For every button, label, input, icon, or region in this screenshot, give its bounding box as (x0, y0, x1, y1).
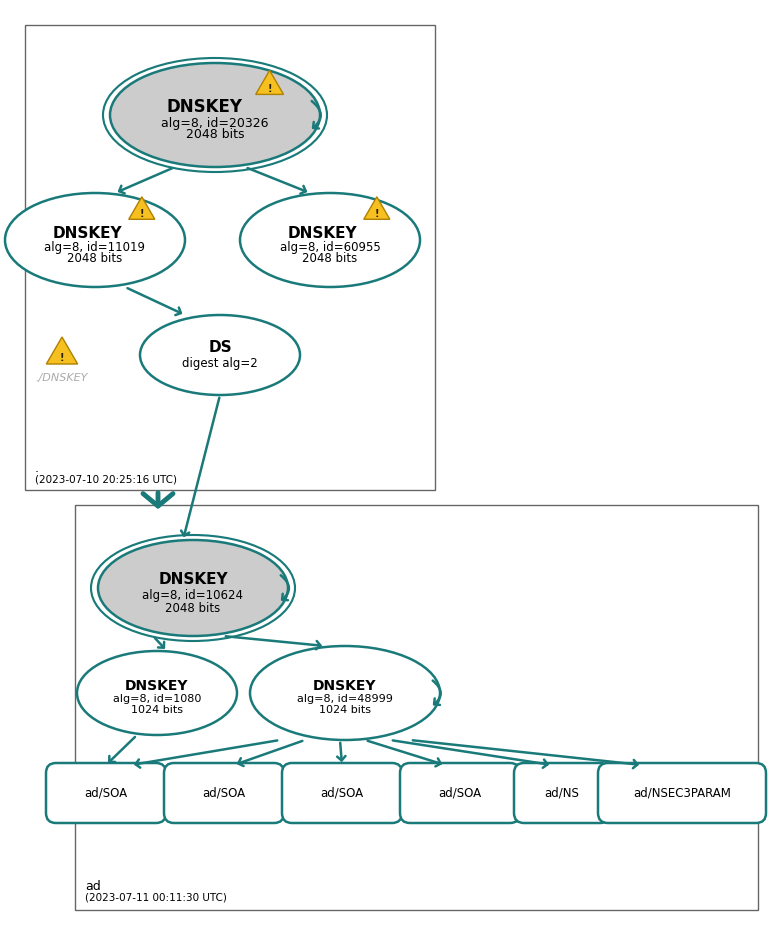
Text: ad/NSEC3PARAM: ad/NSEC3PARAM (633, 786, 731, 800)
Ellipse shape (110, 63, 320, 167)
FancyBboxPatch shape (514, 763, 610, 823)
Text: .: . (35, 462, 39, 475)
Ellipse shape (250, 646, 440, 740)
Ellipse shape (240, 193, 420, 287)
Text: ad/SOA: ad/SOA (438, 786, 482, 800)
Text: 2048 bits: 2048 bits (165, 601, 220, 615)
Ellipse shape (98, 540, 288, 636)
Text: DNSKEY: DNSKEY (314, 679, 377, 693)
Text: ad/SOA: ad/SOA (85, 786, 127, 800)
Text: alg=8, id=20326: alg=8, id=20326 (161, 116, 268, 129)
FancyBboxPatch shape (164, 763, 284, 823)
FancyBboxPatch shape (46, 763, 166, 823)
Ellipse shape (77, 651, 237, 735)
Ellipse shape (140, 315, 300, 395)
Text: DS: DS (208, 340, 232, 355)
FancyBboxPatch shape (598, 763, 766, 823)
Polygon shape (364, 196, 390, 219)
Text: alg=8, id=11019: alg=8, id=11019 (44, 241, 146, 254)
Text: !: ! (60, 353, 64, 362)
Text: alg=8, id=48999: alg=8, id=48999 (297, 694, 393, 704)
Text: 2048 bits: 2048 bits (68, 251, 123, 264)
Polygon shape (255, 71, 283, 94)
Text: !: ! (140, 209, 144, 219)
Polygon shape (129, 196, 155, 219)
Text: alg=8, id=60955: alg=8, id=60955 (279, 241, 380, 254)
Text: DNSKEY: DNSKEY (125, 679, 189, 693)
Text: 1024 bits: 1024 bits (319, 705, 371, 715)
Text: DNSKEY: DNSKEY (52, 226, 122, 241)
Text: digest alg=2: digest alg=2 (182, 357, 258, 369)
Ellipse shape (5, 193, 185, 287)
Text: !: ! (268, 84, 272, 93)
FancyBboxPatch shape (75, 505, 758, 910)
Text: ad/SOA: ad/SOA (320, 786, 364, 800)
Text: !: ! (375, 209, 379, 219)
FancyBboxPatch shape (282, 763, 402, 823)
Text: DNSKEY: DNSKEY (167, 98, 243, 116)
Text: ./DNSKEY: ./DNSKEY (36, 373, 88, 383)
Polygon shape (47, 337, 78, 364)
Text: 1024 bits: 1024 bits (131, 705, 183, 715)
Text: (2023-07-11 00:11:30 UTC): (2023-07-11 00:11:30 UTC) (85, 892, 227, 902)
FancyBboxPatch shape (400, 763, 520, 823)
Text: alg=8, id=1080: alg=8, id=1080 (113, 694, 201, 704)
Text: ad/SOA: ad/SOA (203, 786, 245, 800)
Text: ad/NS: ad/NS (545, 786, 580, 800)
Text: ad: ad (85, 880, 101, 892)
Text: (2023-07-10 20:25:16 UTC): (2023-07-10 20:25:16 UTC) (35, 475, 177, 485)
Text: DNSKEY: DNSKEY (287, 226, 357, 241)
Text: DNSKEY: DNSKEY (158, 572, 228, 587)
Text: 2048 bits: 2048 bits (303, 251, 358, 264)
Text: 2048 bits: 2048 bits (185, 128, 244, 142)
Text: alg=8, id=10624: alg=8, id=10624 (143, 589, 244, 602)
FancyBboxPatch shape (25, 25, 435, 490)
